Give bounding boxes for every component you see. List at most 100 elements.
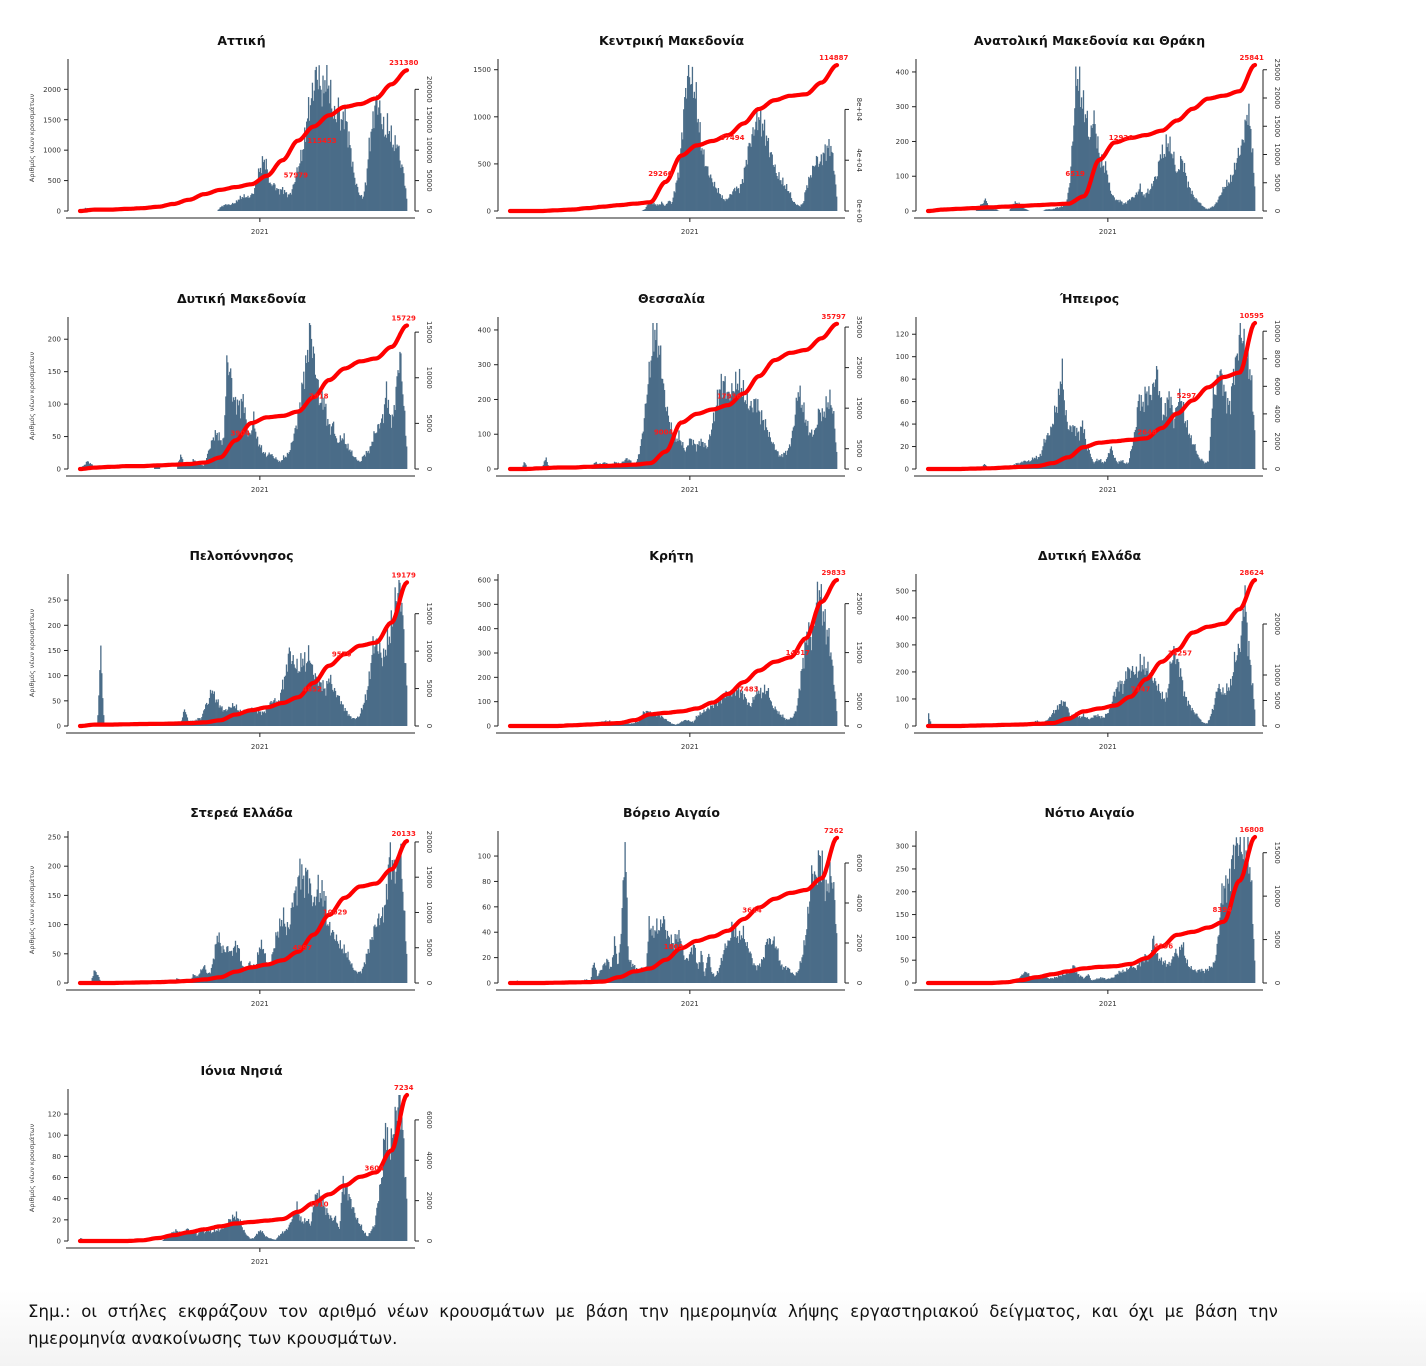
y2-tick-label: 5000 xyxy=(855,440,863,458)
daily-cases-bar xyxy=(1167,399,1169,469)
region-chart: Ήπειρος 0 20 40 60 80 100 120 0 2000 4000 6000 8000 1… xyxy=(868,283,1288,523)
daily-cases-bar xyxy=(1049,435,1051,469)
daily-cases-bar xyxy=(642,431,645,469)
daily-cases-bar xyxy=(811,429,813,469)
cumulative-cases-line xyxy=(507,835,840,986)
daily-cases-bar xyxy=(664,929,667,983)
daily-cases-bar xyxy=(340,440,342,469)
daily-cases-bar xyxy=(350,1199,352,1241)
daily-cases-bar xyxy=(388,1153,391,1241)
y2-tick-label: 20000 xyxy=(425,831,433,853)
daily-cases-bar xyxy=(282,907,285,983)
daily-cases-bar xyxy=(356,459,358,469)
daily-cases-bar xyxy=(388,636,391,726)
daily-cases-bar xyxy=(822,873,824,983)
daily-cases-bar xyxy=(1122,693,1124,726)
daily-cases-bar xyxy=(728,940,730,983)
daily-cases-bar xyxy=(230,205,232,211)
daily-cases-bar xyxy=(1214,394,1216,469)
daily-cases-bar xyxy=(361,198,364,211)
daily-cases-bar xyxy=(1099,156,1101,211)
daily-cases-bar xyxy=(222,1229,224,1241)
y-tick-label: 50 xyxy=(52,950,61,958)
daily-cases-bar xyxy=(993,209,995,211)
daily-cases-bar xyxy=(1241,343,1243,469)
daily-cases-bar xyxy=(163,1238,165,1241)
y2-tick-label: 25000 xyxy=(855,356,863,378)
daily-cases-bar xyxy=(1097,979,1099,983)
daily-cases-bar xyxy=(373,653,375,726)
daily-cases-bar xyxy=(816,884,819,983)
daily-cases-bar xyxy=(270,184,272,211)
daily-cases-bar xyxy=(368,137,370,211)
daily-cases-bar xyxy=(1061,705,1063,726)
daily-cases-bar xyxy=(656,918,658,983)
daily-cases-bar xyxy=(342,439,344,469)
daily-cases-bar xyxy=(775,172,777,211)
daily-cases-bar xyxy=(329,424,331,469)
daily-cases-bar xyxy=(1175,664,1177,726)
daily-cases-bar xyxy=(771,154,773,211)
daily-cases-bar xyxy=(1081,108,1084,211)
daily-cases-bar xyxy=(776,949,778,983)
daily-cases-bar xyxy=(1136,677,1139,726)
daily-cases-bar xyxy=(1194,444,1196,469)
daily-cases-bar xyxy=(1200,203,1202,211)
daily-cases-bar xyxy=(703,149,705,211)
daily-cases-bar xyxy=(256,438,258,469)
daily-cases-bar xyxy=(241,713,243,726)
daily-cases-bar xyxy=(705,445,707,469)
daily-cases-bar xyxy=(729,194,731,211)
daily-cases-bar xyxy=(272,184,274,211)
daily-cases-bar xyxy=(1090,125,1092,211)
daily-cases-bar xyxy=(364,456,366,469)
y-tick-label: 200 xyxy=(478,674,491,682)
daily-cases-bar xyxy=(261,711,264,726)
daily-cases-bar xyxy=(228,204,230,211)
daily-cases-bar xyxy=(1156,690,1159,726)
daily-cases-bar xyxy=(249,197,251,211)
daily-cases-bar xyxy=(704,443,706,469)
daily-cases-bar xyxy=(380,422,382,469)
daily-cases-bar xyxy=(1085,975,1088,983)
daily-cases-bar xyxy=(751,407,753,469)
daily-cases-bar xyxy=(271,703,273,726)
daily-cases-bar xyxy=(1237,147,1239,211)
daily-cases-bar xyxy=(759,693,761,726)
daily-cases-bar xyxy=(390,427,392,469)
daily-cases-bar xyxy=(370,663,372,726)
daily-cases-bar xyxy=(801,957,803,983)
daily-cases-bar xyxy=(290,664,292,726)
daily-cases-bar xyxy=(831,882,833,983)
daily-cases-bar xyxy=(185,1229,188,1241)
daily-cases-bar xyxy=(524,463,526,469)
daily-cases-bar xyxy=(721,695,723,726)
daily-cases-bar xyxy=(649,711,651,726)
daily-cases-bar xyxy=(1049,979,1051,983)
daily-cases-bar xyxy=(1151,670,1153,726)
daily-cases-bar xyxy=(821,625,823,726)
daily-cases-bar xyxy=(1206,461,1209,469)
daily-cases-bar xyxy=(1177,658,1179,726)
daily-cases-bar xyxy=(189,465,191,469)
daily-cases-bar xyxy=(297,1212,299,1241)
daily-cases-bar xyxy=(1078,90,1080,211)
daily-cases-bar xyxy=(284,926,287,983)
daily-cases-bar xyxy=(657,357,659,469)
daily-cases-bar xyxy=(318,902,320,983)
y2-tick-label: 200000 xyxy=(425,76,433,103)
y2-tick-label: 0 xyxy=(425,209,433,213)
daily-cases-bar xyxy=(1100,718,1102,726)
daily-cases-bar xyxy=(308,323,311,469)
daily-cases-bar xyxy=(405,188,407,211)
daily-cases-bar xyxy=(255,968,257,983)
daily-cases-bar xyxy=(808,176,810,211)
daily-cases-bar xyxy=(1179,388,1181,469)
daily-cases-bar xyxy=(678,723,680,726)
daily-cases-bar xyxy=(1237,360,1239,469)
daily-cases-bar xyxy=(385,655,388,726)
daily-cases-bar xyxy=(309,1225,312,1241)
daily-cases-bar xyxy=(621,723,623,726)
y2-tick-label: 6000 xyxy=(1273,377,1281,395)
daily-cases-bar xyxy=(1212,962,1214,983)
